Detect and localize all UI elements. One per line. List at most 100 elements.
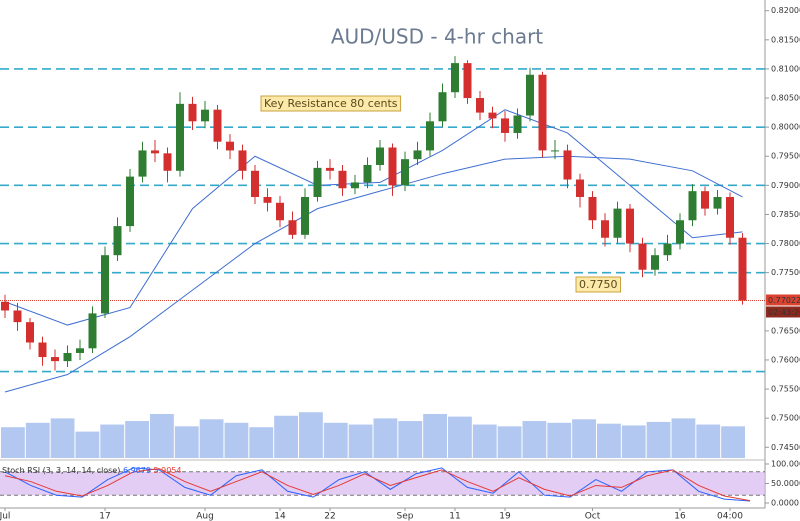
volume-bar: [1, 427, 25, 458]
candle-body: [213, 109, 222, 142]
candle-body: [13, 310, 22, 323]
candle-body: [288, 220, 297, 235]
volume-layer: [1, 412, 745, 458]
volume-bar: [522, 421, 547, 458]
candle-body: [363, 164, 372, 183]
candle-body: [426, 121, 434, 151]
volume-bar: [25, 422, 50, 458]
candle-body: [338, 170, 347, 189]
volume-bar: [50, 418, 75, 458]
candle-body: [713, 196, 722, 209]
volume-bar: [497, 426, 522, 458]
candle-body: [663, 243, 672, 256]
candle-body: [201, 109, 209, 122]
candle-body: [76, 348, 84, 353]
volume-bar: [373, 418, 398, 458]
x-tick-label: Oct: [585, 512, 601, 521]
volume-bar: [348, 424, 373, 458]
candle-body: [388, 147, 397, 186]
candle-body: [188, 103, 197, 122]
candle-body: [563, 150, 572, 180]
volume-bar: [597, 423, 621, 458]
rsi-line: [4, 467, 751, 502]
rsi-line: [4, 468, 751, 502]
annotation-text: Key Resistance 80 cents: [264, 97, 398, 110]
chart-title: AUD/USD - 4-hr chart: [331, 25, 543, 49]
ma-layer: [4, 109, 743, 393]
x-tick-label: 04:00: [717, 512, 743, 521]
candle-body: [476, 98, 484, 113]
candle-body: [63, 352, 72, 362]
candle-body: [701, 191, 709, 209]
x-tick-label: Sep: [397, 512, 414, 521]
annotation-box: [260, 95, 402, 112]
candle-body: [176, 103, 184, 171]
volume-bar: [249, 427, 274, 458]
volume-bar: [721, 426, 745, 458]
candle-body: [238, 150, 247, 171]
candle-body: [413, 150, 422, 160]
countdown-box: [766, 306, 800, 318]
candle-body: [301, 196, 309, 235]
volume-bar: [100, 424, 125, 458]
candle-body: [576, 179, 584, 197]
candle-body: [488, 112, 497, 119]
rsi-value: 5.9054: [153, 466, 181, 475]
x-tick-label: 22: [324, 512, 335, 521]
candle-body: [113, 226, 122, 256]
candle-body: [38, 342, 47, 358]
candle-body: [638, 243, 647, 270]
candle-body: [551, 150, 559, 152]
volume-bar: [125, 421, 149, 458]
candle-body: [451, 63, 459, 93]
candle-body: [438, 92, 447, 122]
x-tick-label: 11: [449, 512, 460, 521]
volume-bar: [274, 415, 298, 458]
volume-bar: [646, 421, 671, 458]
volume-bar: [671, 418, 696, 458]
y-tick-label: 0.82000: [771, 6, 800, 15]
candle-body: [538, 74, 547, 151]
candle-body: [726, 196, 734, 238]
candle-body: [1, 301, 9, 311]
candle-body: [588, 196, 597, 221]
rsi-tick-label: 100.0000: [771, 460, 800, 469]
annotation-text: 0.7750: [579, 278, 618, 291]
candle-body: [276, 202, 284, 221]
x-tick-label: 19: [499, 512, 511, 521]
volume-bar: [621, 425, 646, 458]
candle-body: [138, 150, 147, 177]
candle-body: [613, 208, 622, 238]
annotation-box: [575, 276, 621, 293]
candle-body: [101, 255, 109, 314]
candle-body: [313, 167, 322, 197]
moving-average: [4, 109, 743, 326]
rsi-label: Stoch RSI (3, 3, 14, 14, close) 6.9679 5…: [2, 466, 181, 475]
volume-bar: [323, 422, 348, 458]
volume-bar: [696, 424, 721, 458]
candle-body: [51, 357, 59, 362]
candle-body: [88, 313, 97, 349]
candle-body: [226, 141, 234, 151]
candle-body: [401, 159, 409, 186]
moving-average: [4, 155, 743, 393]
x-tick-label: Aug: [196, 512, 214, 521]
volume-bar: [398, 421, 423, 458]
candle-body: [326, 167, 334, 171]
candle-body: [676, 220, 684, 244]
x-tick-label: 17: [99, 512, 110, 521]
rsi-value: 6.9679: [123, 466, 151, 475]
x-tick-label: 16: [674, 512, 686, 521]
